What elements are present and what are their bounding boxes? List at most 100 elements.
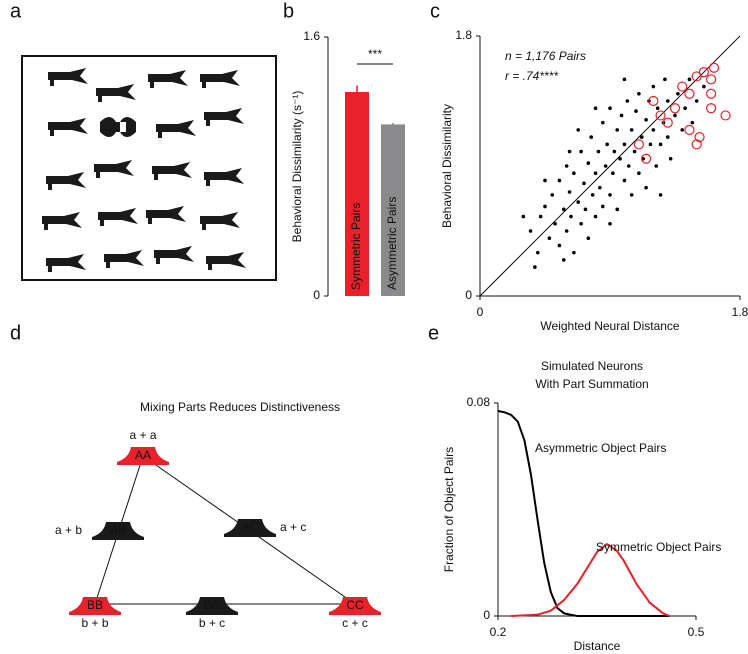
scatter-point <box>622 142 627 147</box>
bar <box>381 124 405 296</box>
scatter-point <box>528 229 533 233</box>
scatter-point <box>668 156 673 161</box>
node-label: a + a <box>129 428 156 442</box>
scatter-point <box>706 103 717 114</box>
scatter-point <box>567 190 572 194</box>
scatter-point <box>687 77 692 82</box>
scatter-point <box>639 135 644 139</box>
x-tick-label: 0 <box>477 305 484 319</box>
scatter-point <box>593 214 598 219</box>
scatter-point <box>706 74 717 85</box>
line-series <box>497 410 670 617</box>
node-label: a + b <box>55 523 82 537</box>
scatter-point <box>644 185 648 190</box>
scatter-point <box>655 110 666 121</box>
node-label: b + b <box>81 616 108 630</box>
scatter-point <box>590 193 595 197</box>
scatter-point <box>608 221 612 226</box>
scatter-point <box>691 71 702 82</box>
scatter-point <box>579 221 583 226</box>
scatter-point <box>576 128 581 132</box>
part-shape <box>224 519 276 537</box>
scatter-point <box>598 185 602 190</box>
scatter-point <box>550 193 555 197</box>
scatter-point <box>629 193 634 197</box>
node-label: c + c <box>342 616 368 630</box>
scatter-point <box>708 62 720 73</box>
scatter-point <box>662 117 673 128</box>
scatter-point <box>654 164 659 168</box>
bar <box>345 92 369 296</box>
scatter-point <box>611 171 615 176</box>
scatter-point <box>535 250 540 255</box>
node-id: AC <box>242 520 259 534</box>
scatter-point <box>691 139 702 150</box>
series-label: Symmetric Object Pairs <box>596 540 721 554</box>
stimulus-frame <box>21 55 277 281</box>
scatter-point <box>683 106 687 111</box>
y-tick-label: 1.8 <box>455 28 472 42</box>
y-tick-label: 1.6 <box>303 29 320 43</box>
scatter-point <box>622 77 627 82</box>
stat-annotation: n = 1,176 Pairs <box>505 49 586 63</box>
panel-letter: d <box>10 322 21 344</box>
scatter-point <box>720 110 731 121</box>
scatter-point <box>690 120 695 125</box>
scatter-point <box>543 178 547 183</box>
scatter-point <box>553 221 557 226</box>
scatter-point <box>698 67 709 78</box>
scatter-point <box>608 106 612 111</box>
part-shape <box>186 597 238 615</box>
scatter-point <box>615 207 620 212</box>
scatter-point <box>619 113 624 118</box>
scatter-point <box>648 142 653 147</box>
scatter-point <box>569 214 573 219</box>
scatter-point <box>596 149 601 154</box>
scatter-point <box>567 149 572 154</box>
scatter-point <box>593 171 598 176</box>
y-axis-label: Behavioral Dissimilarity <box>440 104 454 228</box>
x-tick-label: 0.2 <box>490 625 507 639</box>
scatter-point <box>684 88 695 99</box>
diagram-edges <box>94 455 356 605</box>
scatter-point <box>564 164 569 168</box>
scatter-point <box>533 265 537 269</box>
scatter-point <box>589 135 594 139</box>
scatter-point <box>586 236 591 241</box>
scatter-point <box>684 124 695 135</box>
stat-annotation: r = .74**** <box>505 69 558 83</box>
scatter-point <box>600 120 605 125</box>
y-axis-label: Fraction of Object Pairs <box>442 447 456 572</box>
scatter-point <box>615 128 620 132</box>
scatter-point <box>665 135 670 139</box>
series-label: Asymmetric Object Pairs <box>535 441 666 455</box>
y-tick-label: 0 <box>313 288 320 302</box>
scatter-point <box>600 204 605 209</box>
panel-letter: b <box>283 0 294 22</box>
y-axis-label: Behavioral Dissimilarity (s⁻¹) <box>290 91 304 243</box>
scatter-point <box>583 207 588 212</box>
y-tick-label: 0 <box>483 608 490 622</box>
scatter-point <box>543 204 547 209</box>
chart-title: Simulated Neurons <box>541 359 643 373</box>
scatter-point <box>622 178 627 183</box>
scatter-point <box>586 161 591 165</box>
part-shape <box>69 597 121 615</box>
scatter-point <box>564 229 569 233</box>
scatter-point <box>634 109 638 113</box>
scatter-point <box>582 181 586 186</box>
scatter-point <box>637 171 641 176</box>
scatter-point <box>651 128 656 132</box>
x-axis-label: Distance <box>574 639 621 653</box>
bar-label: Symmetric Pairs <box>349 203 363 290</box>
scatter-point <box>702 84 706 89</box>
node-label: a + c <box>280 520 306 534</box>
scatter-point <box>658 193 663 197</box>
scatter-point <box>665 99 670 103</box>
part-shape <box>329 597 381 615</box>
y-tick-label: 0 <box>465 288 472 302</box>
scatter-point <box>641 153 652 164</box>
scatter-point <box>579 149 583 154</box>
scatter-point <box>557 178 562 183</box>
node-id: AA <box>135 448 151 462</box>
